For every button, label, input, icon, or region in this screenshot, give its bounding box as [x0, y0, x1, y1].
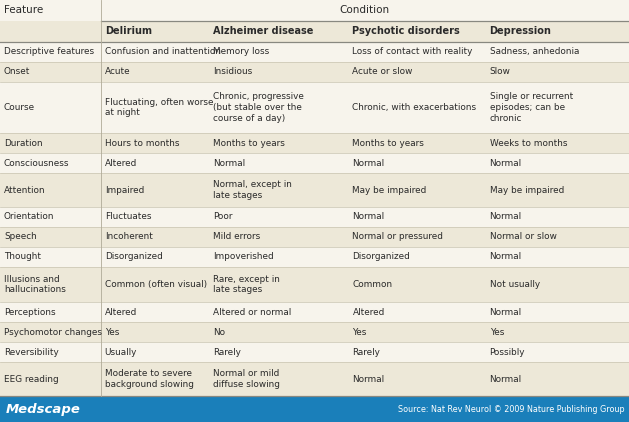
- Text: Course: Course: [4, 103, 35, 112]
- Bar: [0, 342, 629, 362]
- Text: Normal, except in
late stages: Normal, except in late stages: [213, 180, 292, 200]
- Text: Rare, except in
late stages: Rare, except in late stages: [213, 275, 280, 295]
- Text: Normal or pressured: Normal or pressured: [352, 232, 443, 241]
- Text: Hours to months: Hours to months: [104, 139, 179, 148]
- Text: Thought: Thought: [4, 252, 41, 261]
- Text: Illusions and
hallucinations: Illusions and hallucinations: [4, 275, 66, 295]
- Bar: [0, 303, 629, 322]
- Bar: [0, 62, 629, 81]
- Text: Fluctuating, often worse
at night: Fluctuating, often worse at night: [104, 97, 213, 117]
- Bar: [0, 247, 629, 267]
- Text: May be impaired: May be impaired: [352, 186, 426, 195]
- Text: Yes: Yes: [104, 328, 119, 337]
- Text: Normal: Normal: [489, 252, 521, 261]
- Text: Altered: Altered: [104, 308, 137, 317]
- Text: Source: Nat Rev Neurol © 2009 Nature Publishing Group: Source: Nat Rev Neurol © 2009 Nature Pub…: [398, 405, 625, 414]
- Text: Orientation: Orientation: [4, 212, 55, 222]
- Bar: [0, 173, 629, 207]
- Bar: [0, 267, 629, 303]
- Text: Normal: Normal: [352, 212, 384, 222]
- Bar: [0, 0, 629, 21]
- Text: Normal: Normal: [489, 308, 521, 317]
- Bar: [0, 81, 629, 133]
- Text: Delirium: Delirium: [104, 26, 152, 36]
- Bar: [0, 133, 629, 153]
- Text: Common (often visual): Common (often visual): [104, 280, 207, 289]
- Text: Psychotic disorders: Psychotic disorders: [352, 26, 460, 36]
- Text: Attention: Attention: [4, 186, 46, 195]
- Text: Normal or slow: Normal or slow: [489, 232, 557, 241]
- Text: Chronic, with exacerbations: Chronic, with exacerbations: [352, 103, 477, 112]
- Text: Mild errors: Mild errors: [213, 232, 260, 241]
- Text: Normal or mild
diffuse slowing: Normal or mild diffuse slowing: [213, 369, 280, 389]
- Text: Months to years: Months to years: [352, 139, 425, 148]
- Bar: [0, 322, 629, 342]
- Text: Impoverished: Impoverished: [213, 252, 274, 261]
- Text: Normal: Normal: [213, 159, 245, 168]
- Text: Alzheimer disease: Alzheimer disease: [213, 26, 313, 36]
- Text: Impaired: Impaired: [104, 186, 144, 195]
- Text: Reversibility: Reversibility: [4, 348, 58, 357]
- Text: Chronic, progressive
(but stable over the
course of a day): Chronic, progressive (but stable over th…: [213, 92, 304, 123]
- Text: Acute: Acute: [104, 67, 130, 76]
- Text: Altered: Altered: [104, 159, 137, 168]
- Text: Consciousness: Consciousness: [4, 159, 69, 168]
- Text: Normal: Normal: [489, 375, 521, 384]
- Text: Psychomotor changes: Psychomotor changes: [4, 328, 102, 337]
- Text: Incoherent: Incoherent: [104, 232, 152, 241]
- Text: Medscape: Medscape: [6, 403, 81, 416]
- Text: Not usually: Not usually: [489, 280, 540, 289]
- Text: Sadness, anhedonia: Sadness, anhedonia: [489, 47, 579, 56]
- Text: Depression: Depression: [489, 26, 552, 36]
- Text: Speech: Speech: [4, 232, 36, 241]
- Text: Loss of contact with reality: Loss of contact with reality: [352, 47, 473, 56]
- Text: Perceptions: Perceptions: [4, 308, 55, 317]
- Text: Insidious: Insidious: [213, 67, 252, 76]
- Text: Normal: Normal: [352, 375, 384, 384]
- Text: Acute or slow: Acute or slow: [352, 67, 413, 76]
- Bar: [0, 42, 629, 62]
- Text: Condition: Condition: [340, 5, 390, 16]
- Text: Weeks to months: Weeks to months: [489, 139, 567, 148]
- Text: No: No: [213, 328, 225, 337]
- Bar: [0, 227, 629, 247]
- Text: Duration: Duration: [4, 139, 43, 148]
- Text: Single or recurrent
episodes; can be
chronic: Single or recurrent episodes; can be chr…: [489, 92, 573, 123]
- Text: Descriptive features: Descriptive features: [4, 47, 94, 56]
- Text: Yes: Yes: [352, 328, 367, 337]
- Bar: [0, 207, 629, 227]
- Text: Rarely: Rarely: [213, 348, 241, 357]
- Text: EEG reading: EEG reading: [4, 375, 58, 384]
- Text: Disorganized: Disorganized: [104, 252, 162, 261]
- Text: Rarely: Rarely: [352, 348, 381, 357]
- Text: Months to years: Months to years: [213, 139, 285, 148]
- Text: Moderate to severe
background slowing: Moderate to severe background slowing: [104, 369, 194, 389]
- Text: Yes: Yes: [489, 328, 504, 337]
- Text: Normal: Normal: [489, 159, 521, 168]
- Text: Onset: Onset: [4, 67, 30, 76]
- Text: Fluctuates: Fluctuates: [104, 212, 151, 222]
- Text: Memory loss: Memory loss: [213, 47, 269, 56]
- Text: Altered: Altered: [352, 308, 385, 317]
- Bar: [0, 21, 629, 42]
- Text: Normal: Normal: [489, 212, 521, 222]
- Text: Normal: Normal: [352, 159, 384, 168]
- Text: Slow: Slow: [489, 67, 511, 76]
- Text: Confusion and inattention: Confusion and inattention: [104, 47, 221, 56]
- Text: Usually: Usually: [104, 348, 137, 357]
- Bar: [0, 153, 629, 173]
- Text: May be impaired: May be impaired: [489, 186, 564, 195]
- Text: Poor: Poor: [213, 212, 232, 222]
- Text: Disorganized: Disorganized: [352, 252, 410, 261]
- Text: Common: Common: [352, 280, 392, 289]
- Bar: [0, 396, 629, 422]
- Text: Feature: Feature: [4, 5, 43, 16]
- Text: Altered or normal: Altered or normal: [213, 308, 291, 317]
- Text: Possibly: Possibly: [489, 348, 525, 357]
- Bar: [0, 362, 629, 396]
